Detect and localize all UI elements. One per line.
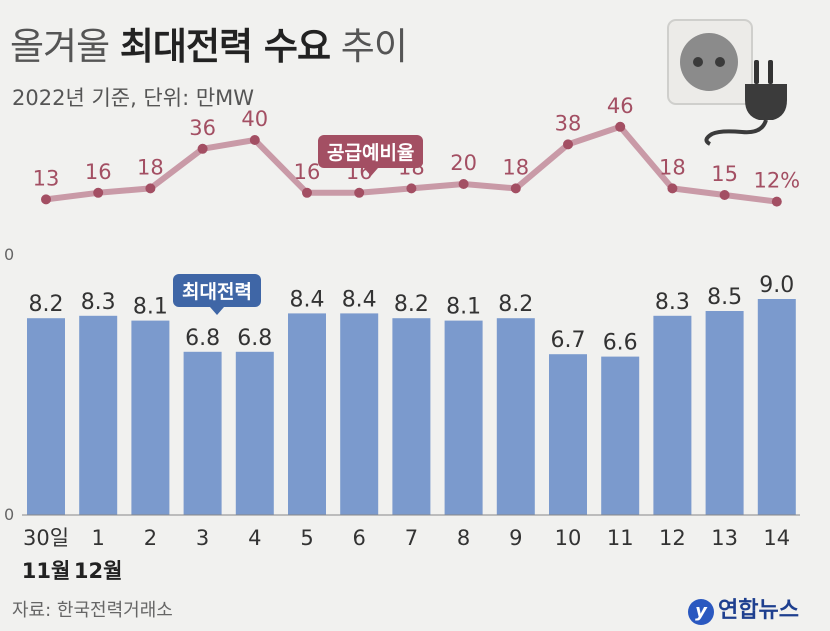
supply-reserve-value-label: 16 xyxy=(294,160,321,184)
supply-reserve-point xyxy=(667,183,678,194)
peak-power-value-label: 8.4 xyxy=(342,287,377,312)
x-tick-label: 8 xyxy=(457,526,470,550)
peak-power-bar xyxy=(131,320,170,515)
power-plug-outlet-icon xyxy=(667,19,787,146)
supply-reserve-point xyxy=(302,187,312,198)
supply-reserve-point xyxy=(458,179,469,189)
title-part-2: 추이 xyxy=(330,25,408,68)
peak-power-value-label: 8.3 xyxy=(81,290,116,315)
supply-reserve-value-label: 12% xyxy=(753,169,800,193)
title-part-1: 올겨울 xyxy=(10,25,120,68)
supply-reserve-point xyxy=(510,183,521,194)
x-month-label: 11월 xyxy=(22,559,71,583)
peak-power-value-label: 6.7 xyxy=(551,328,586,353)
chart-subtitle: 2022년 기준, 단위: 만MW xyxy=(12,86,255,110)
peak-power-value-label: 9.0 xyxy=(759,273,794,298)
peak-power-bar xyxy=(653,315,692,515)
supply-reserve-point xyxy=(354,187,365,198)
peak-power-bar-group: 0 8.2 8.3 8.1 6.8 6.8 8.4 8.4 8.2 8.1 8.2 6.7 6.6 8.3… xyxy=(4,273,796,524)
peak-power-bar xyxy=(392,318,431,515)
x-tick-label: 9 xyxy=(509,526,522,550)
peak-power-value-label: 8.2 xyxy=(498,292,533,317)
title-bold: 최대전력 수요 xyxy=(119,25,331,68)
peak-power-bar xyxy=(235,351,274,515)
x-tick-label: 13 xyxy=(711,526,738,550)
peak-power-bar xyxy=(444,320,483,515)
peak-power-value-label: 8.5 xyxy=(707,285,742,310)
peak-power-bar xyxy=(601,356,640,515)
publisher-logo-icon: y xyxy=(688,599,714,625)
peak-power-bar xyxy=(183,351,222,515)
supply-reserve-value-label: 36 xyxy=(189,116,216,140)
peak-power-bar xyxy=(27,318,65,515)
peak-power-bar xyxy=(496,318,535,515)
peak-power-bar xyxy=(340,313,379,515)
supply-reserve-value-label: 18 xyxy=(659,155,686,179)
peak-power-value-label: 6.8 xyxy=(185,326,220,351)
peak-power-value-label: 8.2 xyxy=(394,292,429,317)
peak-power-bar xyxy=(549,354,587,515)
peak-power-callout: 최대전력 xyxy=(173,274,261,315)
supply-reserve-point xyxy=(249,135,260,145)
supply-reserve-value-label: 46 xyxy=(607,94,634,118)
supply-reserve-point xyxy=(197,143,208,154)
peak-power-value-label: 8.2 xyxy=(29,292,64,317)
x-tick-label: 6 xyxy=(353,526,366,550)
publisher-logo-text: 연합뉴스 xyxy=(718,598,799,623)
supply-reserve-point xyxy=(719,190,730,200)
peak-power-value-label: 8.1 xyxy=(446,295,481,320)
x-tick-label: 7 xyxy=(405,526,418,550)
x-tick-label: 10 xyxy=(555,526,582,550)
peak-power-bar xyxy=(757,299,796,515)
x-tick-label: 1 xyxy=(92,526,105,550)
supply-reserve-value-label: 18 xyxy=(502,155,529,179)
x-tick-label: 3 xyxy=(196,526,209,550)
supply-reserve-point xyxy=(563,139,573,150)
supply-reserve-point xyxy=(615,121,626,132)
supply-reserve-point xyxy=(145,183,156,194)
supply-reserve-value-label: 40 xyxy=(241,107,268,131)
supply-reserve-value-label: 38 xyxy=(555,111,582,135)
x-month-label: 12월 xyxy=(74,559,123,583)
x-tick-label: 5 xyxy=(300,526,313,550)
peak-power-value-label: 8.4 xyxy=(290,287,325,312)
supply-reserve-value-label: 15 xyxy=(711,162,738,186)
supply-reserve-value-label: 13 xyxy=(33,166,60,190)
x-tick-label: 14 xyxy=(763,526,790,550)
peak-power-bar xyxy=(288,313,326,515)
x-tick-label: 4 xyxy=(248,526,261,550)
bar-baseline-tick: 0 xyxy=(4,505,14,524)
peak-power-value-label: 6.6 xyxy=(603,331,638,356)
supply-reserve-point xyxy=(406,183,417,194)
x-tick-label: 2 xyxy=(144,526,157,550)
supply-reserve-value-label: 18 xyxy=(137,155,164,179)
peak-power-bar xyxy=(79,315,118,515)
peak-power-value-label: 6.8 xyxy=(237,326,272,351)
source-note: 자료: 한국전력거래소 xyxy=(12,600,173,621)
x-tick-label: 11 xyxy=(607,526,634,550)
supply-reserve-value-label: 16 xyxy=(85,160,112,184)
peak-power-bar xyxy=(705,311,744,515)
supply-reserve-point xyxy=(93,187,104,198)
supply-reserve-callout: 공급예비율 xyxy=(318,135,424,176)
peak-power-value-label: 8.3 xyxy=(655,290,690,315)
supply-reserve-point xyxy=(41,194,51,205)
line-baseline-tick: 0 xyxy=(4,245,14,264)
chart-title: 올겨울 최대전력 수요 추이 xyxy=(10,16,408,70)
publisher-logo: y 연합뉴스 xyxy=(688,592,799,625)
x-tick-label: 12 xyxy=(659,526,686,550)
supply-reserve-value-label: 20 xyxy=(450,151,477,175)
peak-power-value-label: 8.1 xyxy=(133,295,168,320)
x-tick-label: 30일 xyxy=(23,526,69,550)
supply-reserve-point xyxy=(771,196,782,207)
supply-reserve-line-group: 0131618364016161820183846181512% xyxy=(4,94,800,264)
